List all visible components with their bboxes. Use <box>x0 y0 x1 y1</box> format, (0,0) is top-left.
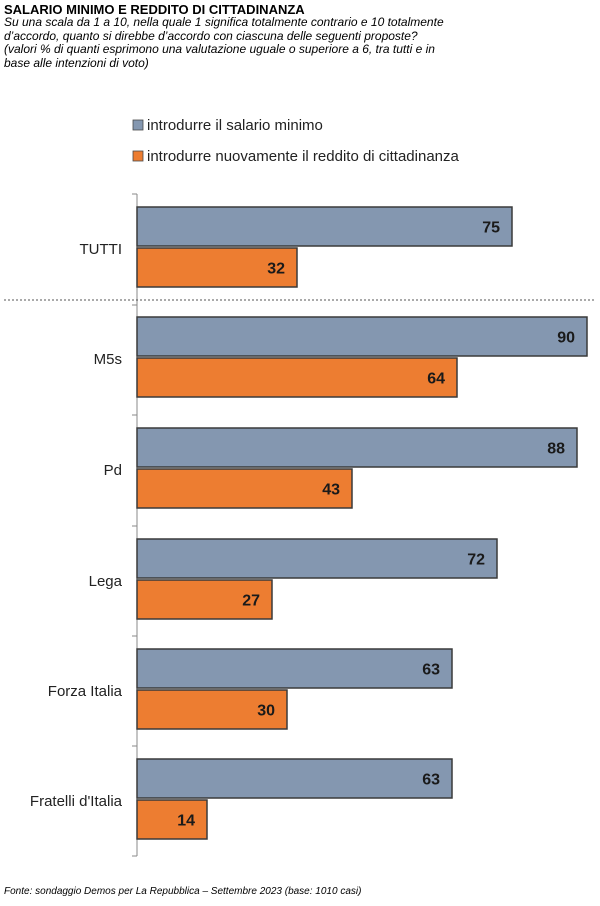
legend-label: introdurre nuovamente il reddito di citt… <box>147 148 460 165</box>
bar <box>136 538 498 579</box>
data-label: 32 <box>267 261 285 278</box>
source-note: Fonte: sondaggio Demos per La Repubblica… <box>4 886 362 897</box>
bar <box>136 758 453 799</box>
data-label: 43 <box>322 482 340 499</box>
data-label: 88 <box>547 441 565 458</box>
category-label: Lega <box>89 573 123 590</box>
data-label: 27 <box>242 593 260 610</box>
subtitle-line: Su una scala da 1 a 10, nella quale 1 si… <box>4 15 444 29</box>
bar <box>136 799 208 840</box>
subtitle-line: base alle intenzioni di voto) <box>4 55 149 70</box>
category-label: TUTTI <box>80 241 123 258</box>
chart-subtitle: Su una scala da 1 a 10, nella quale 1 si… <box>4 15 564 70</box>
bar <box>136 247 298 288</box>
category-label: M5s <box>94 351 122 368</box>
subtitle-line: d’accordo, quanto si direbbe d’accordo c… <box>4 28 418 43</box>
bar <box>136 689 288 730</box>
bar <box>136 357 458 398</box>
category-label: Pd <box>104 462 122 479</box>
data-label: 64 <box>427 371 445 388</box>
bar <box>136 316 588 357</box>
chart-title: SALARIO MINIMO E REDDITO DI CITTADINANZA <box>4 2 305 17</box>
bar <box>136 206 513 247</box>
bar <box>136 579 273 620</box>
data-label: 75 <box>482 220 500 237</box>
data-label: 63 <box>422 772 440 789</box>
data-label: 14 <box>177 813 195 830</box>
subtitle-line: (valori % di quanti esprimono una valuta… <box>4 42 435 56</box>
data-label: 63 <box>422 662 440 679</box>
bar <box>136 427 578 468</box>
legend-swatch <box>132 150 144 162</box>
legend-label: introdurre il salario minimo <box>147 117 323 134</box>
data-label: 30 <box>257 703 275 720</box>
bar <box>136 648 453 689</box>
bar <box>136 468 353 509</box>
legend-swatch <box>132 119 144 131</box>
category-label: Forza Italia <box>48 683 123 700</box>
data-label: 90 <box>557 330 575 347</box>
category-label: Fratelli d'Italia <box>30 793 123 810</box>
data-label: 72 <box>467 552 485 569</box>
